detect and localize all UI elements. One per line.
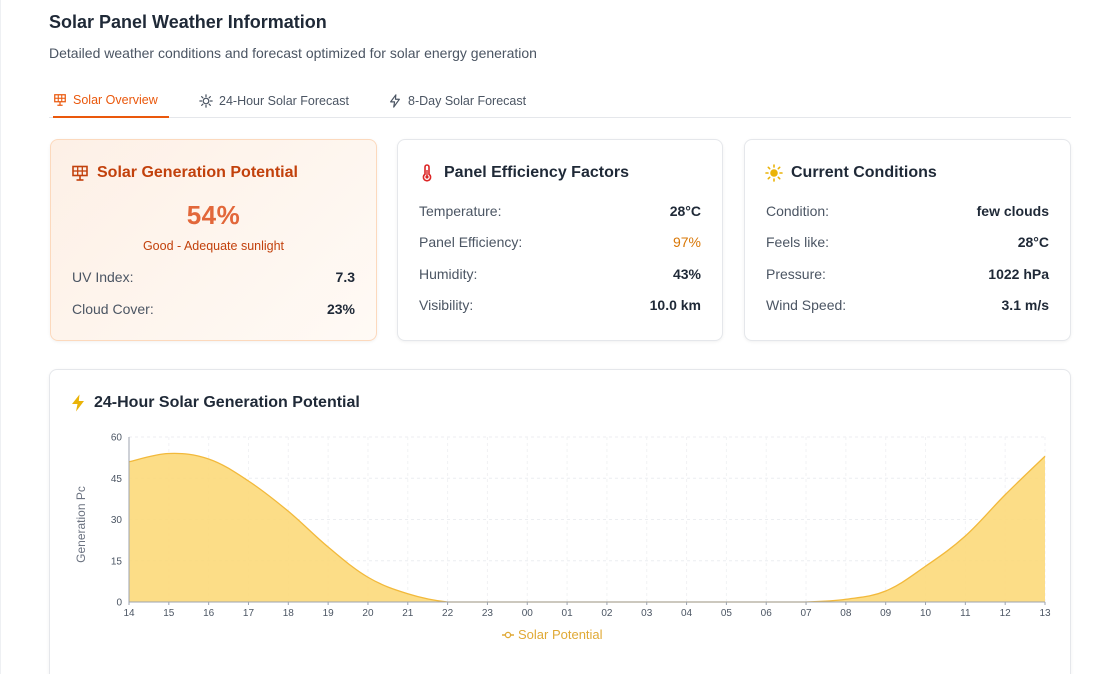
row-label: Condition: bbox=[766, 203, 830, 219]
x-tick-label: 20 bbox=[362, 608, 374, 619]
x-tick-label: 08 bbox=[840, 608, 852, 619]
x-tick-label: 19 bbox=[323, 608, 335, 619]
x-tick-label: 14 bbox=[123, 608, 135, 619]
x-tick-label: 22 bbox=[442, 608, 454, 619]
tab-solar-overview[interactable]: Solar Overview bbox=[53, 84, 169, 118]
row-label: Feels like: bbox=[766, 234, 830, 250]
chart-legend[interactable]: Solar Potential bbox=[502, 627, 603, 642]
row-value: 23% bbox=[326, 301, 355, 317]
solar-potential-chart: 0 15 30 45 60 14 15 16 17 18 19 20 21 22 23 00 01 02 03 04 0… bbox=[74, 433, 1051, 643]
x-tick-label: 00 bbox=[522, 608, 534, 619]
info-row-humidity: Humidity: 43% bbox=[419, 264, 701, 284]
x-tick-label: 15 bbox=[163, 608, 175, 619]
row-label: Temperature: bbox=[419, 203, 502, 219]
tab-24-hour-forecast[interactable]: 24-Hour Solar Forecast bbox=[199, 84, 349, 118]
x-tick-label: 06 bbox=[761, 608, 773, 619]
row-value: 97% bbox=[672, 234, 701, 250]
row-value: 3.1 m/s bbox=[1001, 297, 1049, 313]
card-title-label: Panel Efficiency Factors bbox=[444, 164, 629, 181]
conditions-card: Current Conditions Condition: few clouds… bbox=[744, 139, 1071, 341]
row-label: UV Index: bbox=[72, 269, 134, 285]
x-tick-label: 17 bbox=[243, 608, 255, 619]
thermometer-icon bbox=[422, 164, 432, 182]
x-tick-label: 07 bbox=[800, 608, 812, 619]
row-value: 10.0 km bbox=[649, 297, 701, 313]
card-title: Current Conditions bbox=[765, 164, 937, 182]
solar-potential-percent: 54% bbox=[186, 200, 241, 230]
row-value: 28°C bbox=[1017, 234, 1049, 250]
chart-card: 24-Hour Solar Generation Potential 0 15 30… bbox=[49, 369, 1071, 674]
info-row-panel-efficiency: Panel Efficiency: 97% bbox=[419, 232, 701, 252]
row-value: 1022 hPa bbox=[988, 266, 1049, 282]
card-title-label: Current Conditions bbox=[791, 164, 937, 181]
info-row-temperature: Temperature: 28°C bbox=[419, 201, 701, 221]
row-label: Wind Speed: bbox=[766, 297, 847, 313]
solar-panel-icon bbox=[72, 165, 88, 181]
lightning-icon bbox=[390, 94, 400, 108]
solar-potential-card: Solar Generation Potential 54% Good - Ad… bbox=[50, 139, 377, 341]
chart-title-label: 24-Hour Solar Generation Potential bbox=[94, 394, 360, 411]
y-tick-label: 60 bbox=[111, 433, 123, 444]
row-label: Panel Efficiency: bbox=[419, 234, 523, 250]
x-tick-label: 11 bbox=[960, 608, 971, 619]
lightning-icon bbox=[72, 394, 84, 412]
info-row-wind-speed: Wind Speed: 3.1 m/s bbox=[766, 295, 1049, 315]
x-tick-label: 21 bbox=[402, 608, 414, 619]
tab-bar: Solar Overview 24-Hour Solar Forecast 8-… bbox=[49, 84, 1071, 118]
x-tick-label: 18 bbox=[283, 608, 295, 619]
x-tick-label: 16 bbox=[203, 608, 215, 619]
info-row-visibility: Visibility: 10.0 km bbox=[419, 295, 701, 315]
row-label: Pressure: bbox=[766, 266, 826, 282]
row-label: Humidity: bbox=[419, 266, 478, 282]
page-title: Solar Panel Weather Information bbox=[49, 12, 327, 32]
solar-panel-icon bbox=[54, 94, 66, 106]
y-tick-label: 0 bbox=[116, 598, 122, 609]
y-tick-label: 15 bbox=[111, 556, 123, 567]
legend-marker-icon bbox=[504, 631, 512, 639]
row-value: 7.3 bbox=[335, 269, 355, 285]
info-row-uv-index: UV Index: 7.3 bbox=[72, 267, 355, 287]
y-tick-label: 30 bbox=[111, 515, 123, 526]
sun-icon bbox=[199, 94, 213, 108]
row-value: few clouds bbox=[976, 203, 1049, 219]
x-tick-label: 13 bbox=[1039, 608, 1051, 619]
x-tick-label: 04 bbox=[681, 608, 693, 619]
x-tick-label: 09 bbox=[880, 608, 892, 619]
x-tick-label: 10 bbox=[920, 608, 932, 619]
info-row-pressure: Pressure: 1022 hPa bbox=[766, 264, 1049, 284]
row-label: Visibility: bbox=[419, 297, 474, 313]
sun-icon bbox=[765, 164, 783, 182]
tab-label: Solar Overview bbox=[73, 93, 158, 107]
info-row-condition: Condition: few clouds bbox=[766, 201, 1049, 221]
solar-potential-area bbox=[129, 453, 1045, 602]
y-tick-label: 45 bbox=[111, 474, 123, 485]
info-row-cloud-cover: Cloud Cover: 23% bbox=[72, 299, 355, 319]
card-title: Solar Generation Potential bbox=[71, 164, 298, 182]
chart-title: 24-Hour Solar Generation Potential bbox=[70, 394, 360, 412]
x-tick-label: 01 bbox=[562, 608, 574, 619]
row-label: Cloud Cover: bbox=[72, 301, 154, 317]
x-tick-label: 02 bbox=[601, 608, 613, 619]
card-title-label: Solar Generation Potential bbox=[97, 164, 298, 181]
page-subtitle: Detailed weather conditions and forecast… bbox=[49, 45, 537, 61]
info-row-feels-like: Feels like: 28°C bbox=[766, 232, 1049, 252]
row-value: 43% bbox=[672, 266, 701, 282]
x-tick-label: 05 bbox=[721, 608, 733, 619]
x-tick-label: 12 bbox=[1000, 608, 1012, 619]
tab-label: 24-Hour Solar Forecast bbox=[219, 94, 349, 108]
tab-label: 8-Day Solar Forecast bbox=[408, 94, 527, 108]
solar-potential-caption: Good - Adequate sunlight bbox=[142, 239, 285, 253]
row-value: 28°C bbox=[669, 203, 701, 219]
tab-8-day-forecast[interactable]: 8-Day Solar Forecast bbox=[388, 84, 526, 118]
card-title: Panel Efficiency Factors bbox=[418, 164, 629, 182]
efficiency-card: Panel Efficiency Factors Temperature: 28… bbox=[397, 139, 723, 341]
y-axis-title: Generation Pc bbox=[74, 486, 88, 563]
x-tick-label: 03 bbox=[641, 608, 653, 619]
x-tick-label: 23 bbox=[482, 608, 494, 619]
legend-label: Solar Potential bbox=[518, 627, 603, 642]
